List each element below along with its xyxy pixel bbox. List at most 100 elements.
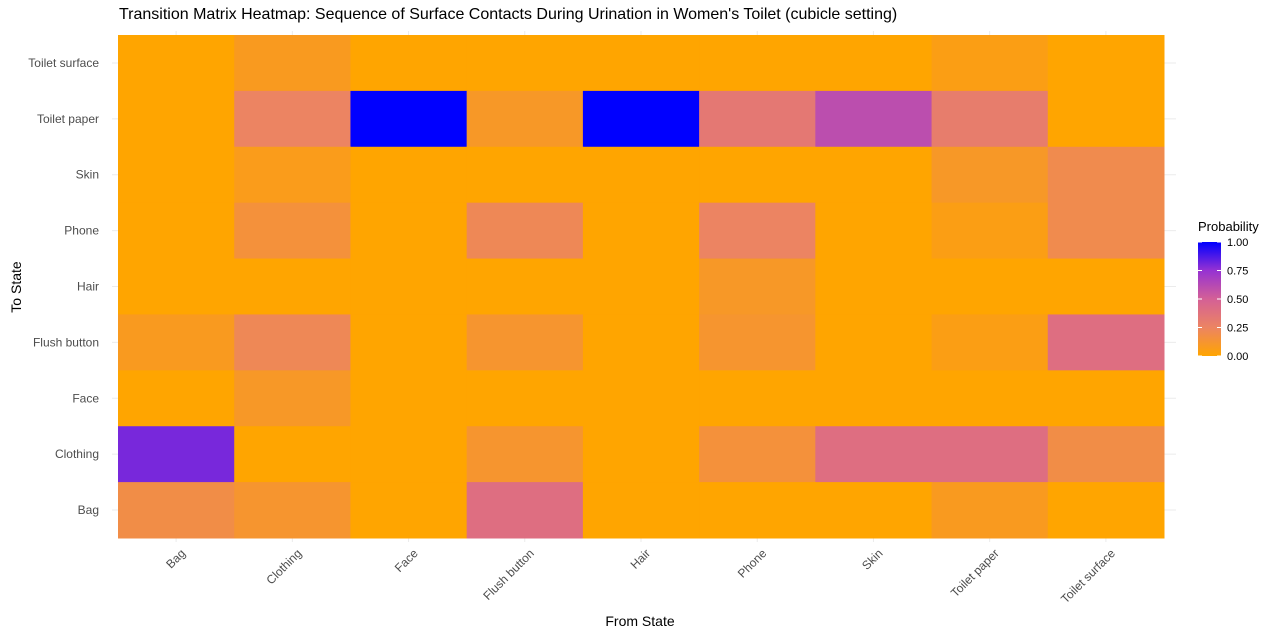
x-tick-label: Toilet paper xyxy=(948,546,1002,600)
heatmap-cell xyxy=(118,426,235,483)
heatmap-cell xyxy=(350,482,468,539)
heatmap-cell xyxy=(582,482,700,539)
heatmap-cell xyxy=(931,426,1049,483)
heatmap-cell xyxy=(466,370,584,427)
heatmap-cell xyxy=(466,314,584,371)
heatmap-cell xyxy=(466,426,584,483)
heatmap-cell xyxy=(699,90,816,148)
heatmap-cell xyxy=(931,90,1049,148)
heatmap-cell xyxy=(350,202,468,260)
heatmap-cell xyxy=(234,482,351,539)
heatmap-cell xyxy=(582,426,700,483)
legend-tick-label: 1.00 xyxy=(1227,237,1248,249)
heatmap-cell xyxy=(350,370,468,427)
heatmap-cell xyxy=(234,90,351,148)
heatmap-cell xyxy=(815,258,933,315)
y-tick-label: Toilet surface xyxy=(28,56,99,70)
chart-title: Transition Matrix Heatmap: Sequence of S… xyxy=(119,6,898,23)
heatmap-cell xyxy=(582,370,700,427)
x-tick-label: Face xyxy=(392,546,421,575)
heatmap-cell xyxy=(699,202,816,260)
heatmap-cell xyxy=(118,258,235,315)
heatmap-cell xyxy=(234,146,351,204)
legend-tick-label: 0.00 xyxy=(1227,351,1248,363)
heatmap-cell xyxy=(1047,258,1165,315)
heatmap-cell xyxy=(118,370,235,427)
legend-title: Probability xyxy=(1198,219,1259,234)
heatmap-cell xyxy=(699,314,816,371)
y-tick-label: Clothing xyxy=(55,447,99,461)
heatmap-cell xyxy=(350,314,468,371)
y-tick-label: Face xyxy=(72,391,99,405)
heatmap-cell xyxy=(1047,202,1165,260)
heatmap-cell xyxy=(815,370,933,427)
heatmap-cell xyxy=(118,35,235,92)
heatmap-cell xyxy=(931,314,1049,371)
heatmap-cell xyxy=(234,258,351,315)
heatmap-cell xyxy=(582,314,700,371)
heatmap-cell xyxy=(466,202,584,260)
heatmap-cell xyxy=(234,314,351,371)
heatmap-cell xyxy=(699,146,816,204)
y-tick-label: Skin xyxy=(76,168,99,182)
heatmap-cell xyxy=(1047,482,1165,539)
heatmap-cell xyxy=(931,370,1049,427)
legend-tick-label: 0.75 xyxy=(1227,266,1248,278)
heatmap-cell xyxy=(815,90,933,148)
heatmap-cell xyxy=(350,90,468,148)
heatmap-cell xyxy=(118,202,235,260)
heatmap-cell xyxy=(815,202,933,260)
heatmap-cell xyxy=(466,146,584,204)
heatmap-cell xyxy=(931,202,1049,260)
heatmap-cell xyxy=(931,482,1049,539)
heatmap-cell xyxy=(1047,426,1165,483)
heatmap-cell xyxy=(931,258,1049,315)
heatmap-cell xyxy=(815,426,933,483)
heatmap-cell xyxy=(582,35,700,92)
x-tick-label: Skin xyxy=(859,546,885,572)
y-tick-label: Hair xyxy=(77,280,99,294)
x-tick-label: Clothing xyxy=(263,546,304,587)
heatmap-cell xyxy=(699,35,816,92)
heatmap-cell xyxy=(350,258,468,315)
heatmap-cell xyxy=(234,426,351,483)
heatmap-cell xyxy=(118,314,235,371)
heatmap-cell xyxy=(815,314,933,371)
heatmap-cell xyxy=(1047,146,1165,204)
y-tick-label: Flush button xyxy=(33,335,99,349)
heatmap-cell xyxy=(350,35,468,92)
legend-tick-label: 0.50 xyxy=(1227,294,1248,306)
heatmap-cell xyxy=(350,426,468,483)
heatmap-cell xyxy=(1047,90,1165,148)
heatmap-cell xyxy=(582,90,700,148)
heatmap-cell xyxy=(234,370,351,427)
heatmap-cell xyxy=(582,146,700,204)
heatmap-cell xyxy=(466,90,584,148)
heatmap-cell xyxy=(466,35,584,92)
x-tick-label: Phone xyxy=(735,546,770,581)
heatmap-cell xyxy=(931,35,1049,92)
x-tick-label: Toilet surface xyxy=(1058,546,1118,606)
x-tick-label: Bag xyxy=(163,546,188,571)
x-tick-label: Flush button xyxy=(480,546,537,603)
heatmap-cell xyxy=(1047,35,1165,92)
heatmap-cell xyxy=(350,146,468,204)
heatmap-cell xyxy=(118,90,235,148)
y-tick-label: Phone xyxy=(64,224,99,238)
x-tick-label: Hair xyxy=(628,546,653,571)
x-axis-title: From State xyxy=(605,613,675,629)
heatmap-cell xyxy=(699,482,816,539)
heatmap-cell xyxy=(582,202,700,260)
heatmap-cell xyxy=(118,482,235,539)
heatmap-cell xyxy=(466,258,584,315)
heatmap-cell xyxy=(815,35,933,92)
heatmap-cell xyxy=(234,35,351,92)
legend-tick-label: 0.25 xyxy=(1227,323,1248,335)
heatmap-cell xyxy=(815,482,933,539)
legend-colorbar xyxy=(1198,242,1221,356)
y-tick-label: Toilet paper xyxy=(37,112,99,126)
y-tick-label: Bag xyxy=(78,503,99,517)
heatmap-cell xyxy=(234,202,351,260)
heatmap-cell xyxy=(1047,370,1165,427)
heatmap-cell xyxy=(466,482,584,539)
